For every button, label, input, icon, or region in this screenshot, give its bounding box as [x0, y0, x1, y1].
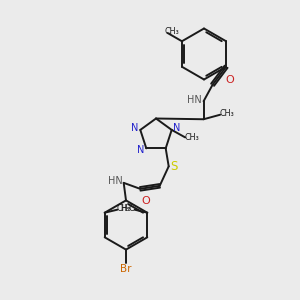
Text: HN: HN: [108, 176, 123, 186]
Text: HN: HN: [187, 95, 202, 105]
Text: S: S: [170, 160, 178, 173]
Text: H₃C: H₃C: [121, 204, 136, 213]
Text: CH₃: CH₃: [116, 204, 131, 213]
Text: CH₃: CH₃: [219, 109, 234, 118]
Text: Br: Br: [120, 264, 132, 274]
Text: CH₃: CH₃: [165, 27, 179, 36]
Text: N: N: [131, 123, 139, 134]
Text: CH₃: CH₃: [184, 133, 199, 142]
Text: N: N: [137, 145, 145, 155]
Text: N: N: [173, 123, 181, 134]
Text: O: O: [225, 75, 234, 85]
Text: O: O: [142, 196, 151, 206]
